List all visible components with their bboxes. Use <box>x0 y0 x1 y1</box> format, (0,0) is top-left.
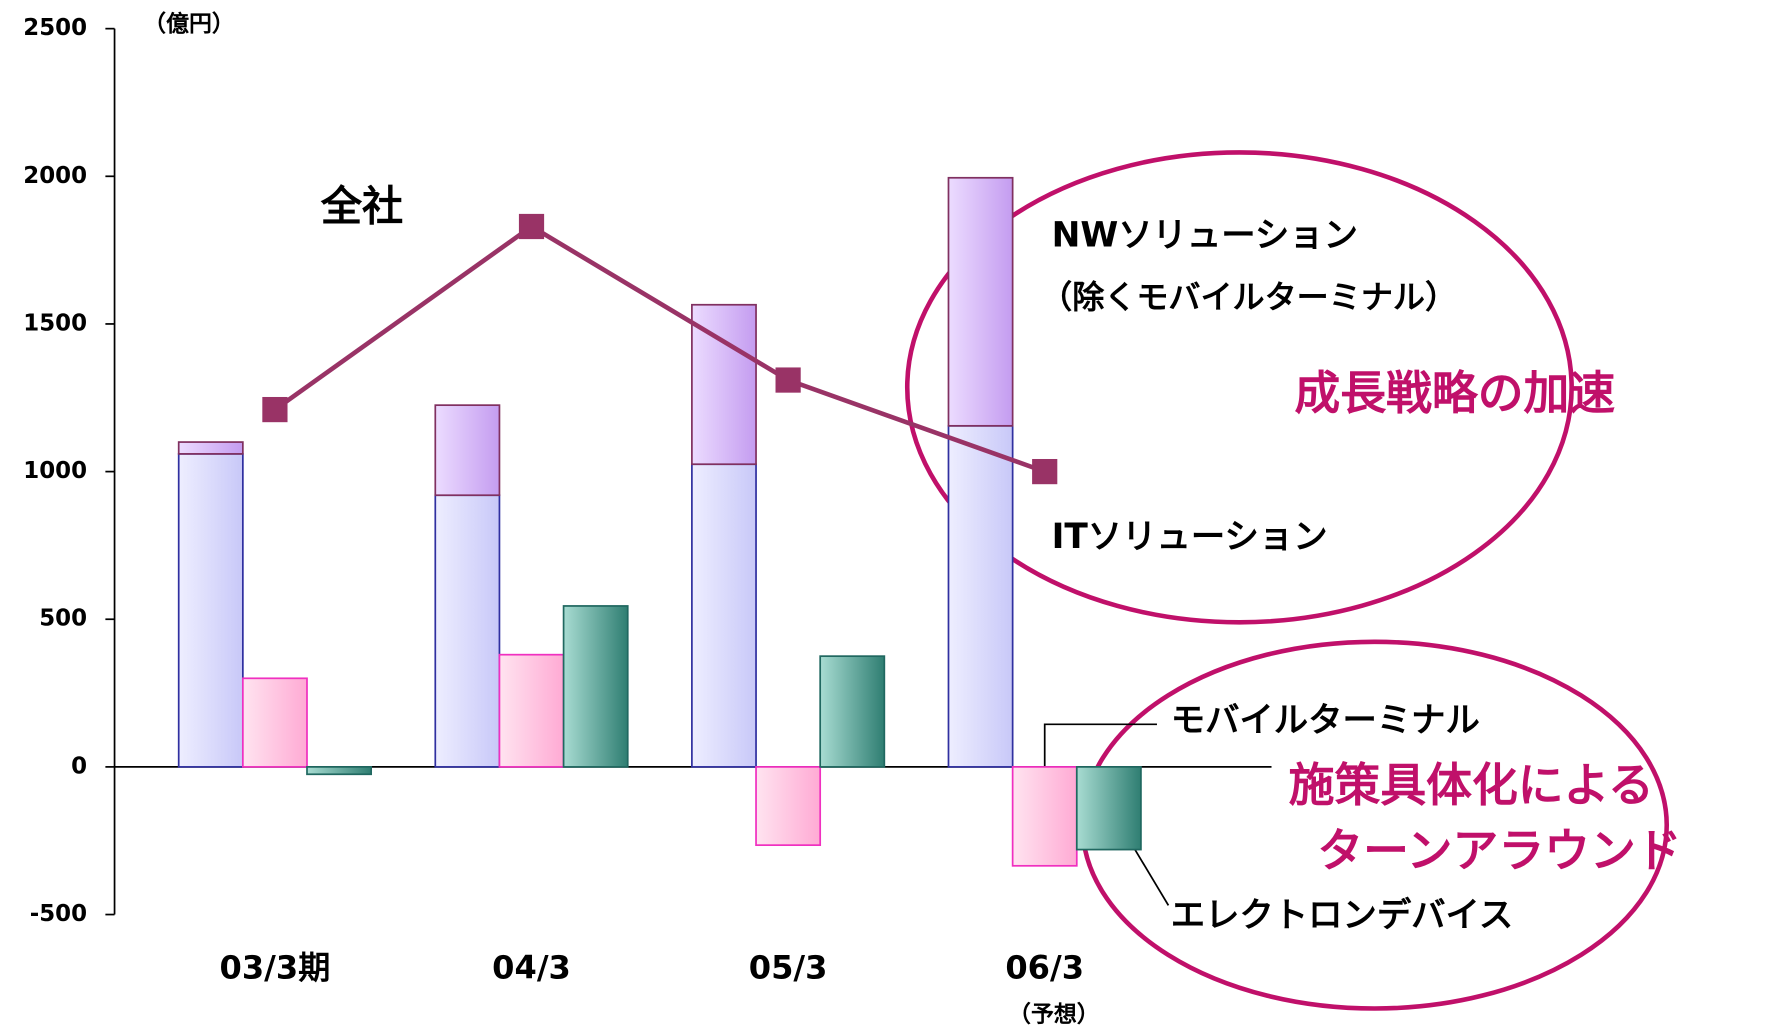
x-tick-label: 06/3 <box>1005 949 1084 987</box>
annotation: 成長戦略の加速 <box>1294 366 1615 420</box>
x-tick-label: 04/3 <box>492 949 571 987</box>
bar <box>947 424 1014 768</box>
bar <box>177 453 244 768</box>
bar <box>306 766 373 776</box>
line-marker <box>518 213 545 240</box>
bar <box>241 677 308 768</box>
annotation: 施策具体化による <box>1289 758 1654 812</box>
y-tick-label: 2000 <box>23 163 87 189</box>
y-tick-label: 1000 <box>23 458 87 484</box>
legend-label: モバイルターミナル <box>1171 701 1480 741</box>
unit-label: （億円） <box>143 11 235 38</box>
bar <box>947 176 1014 427</box>
bar <box>434 494 501 768</box>
legend-sublabel: （除くモバイルターミナル） <box>1040 278 1457 316</box>
legend-label: NWソリューション <box>1052 216 1358 256</box>
bar <box>755 766 822 847</box>
bar <box>1075 766 1142 851</box>
line-marker <box>1032 458 1058 485</box>
y-tick-label: 500 <box>39 606 87 632</box>
y-tick-label: 2500 <box>23 15 87 41</box>
legend-label: 全社 <box>320 183 403 231</box>
line-marker <box>262 396 288 423</box>
bar <box>562 605 629 768</box>
y-tick-label: 0 <box>71 753 87 779</box>
annotation: ターンアラウンド <box>1317 823 1681 877</box>
bar <box>177 441 244 455</box>
legend-label: エレクトロンデバイス <box>1171 895 1513 935</box>
x-tick-note: （予想） <box>1008 1001 1100 1028</box>
bar <box>1011 766 1078 867</box>
legend-label: ITソリューション <box>1052 517 1328 557</box>
bar <box>691 463 757 768</box>
line-series <box>273 223 1046 474</box>
leader-line <box>1043 723 1157 786</box>
bar <box>819 655 886 768</box>
x-tick-label: 03/3期 <box>220 949 331 987</box>
line-marker <box>775 367 801 393</box>
bar <box>498 653 565 768</box>
x-tick-label: 05/3 <box>749 949 828 987</box>
y-tick-label: -500 <box>30 901 87 927</box>
leader-line <box>1133 847 1170 906</box>
highlight-ellipse <box>904 150 1574 625</box>
bar <box>434 404 501 497</box>
y-tick-label: 1500 <box>23 310 87 336</box>
